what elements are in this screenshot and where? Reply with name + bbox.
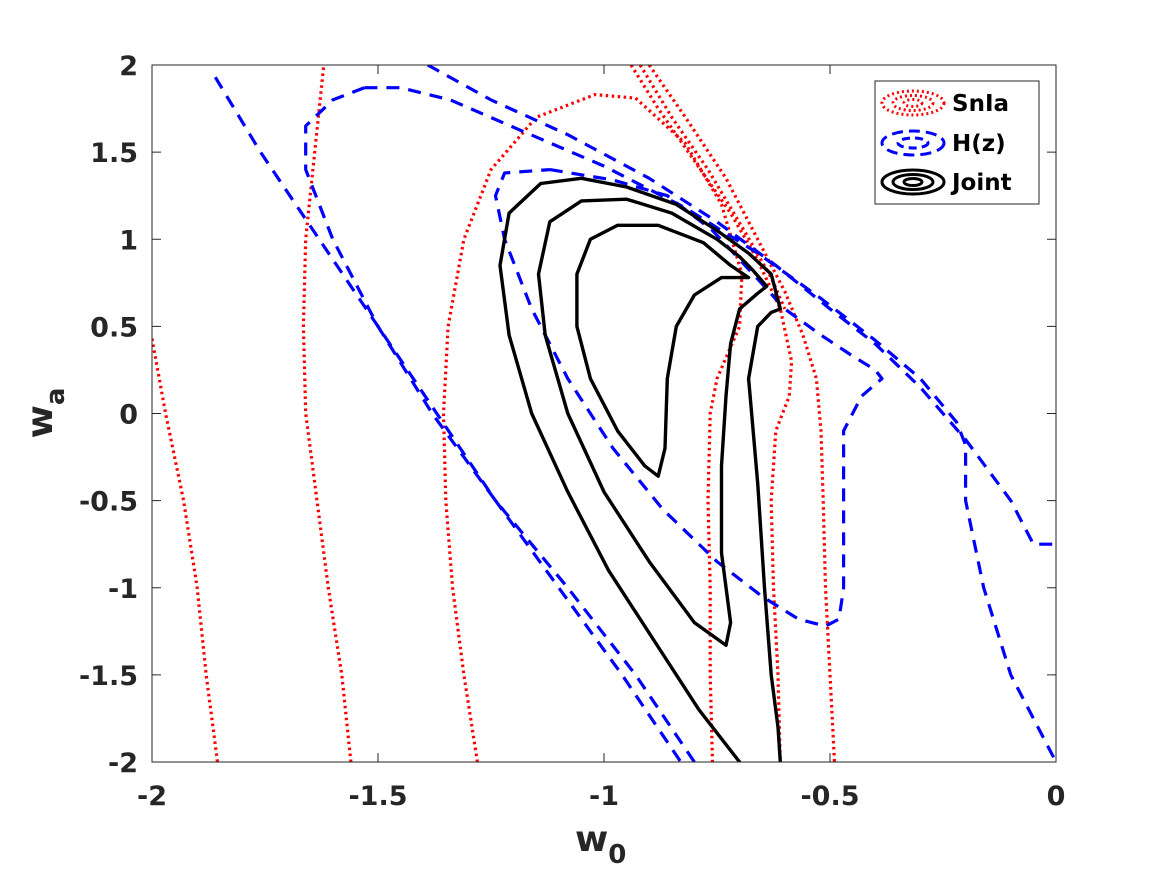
x-tick-label: -1 [589,781,619,812]
y-tick-label: 1.5 [90,138,138,169]
y-tick-label: -1 [108,574,138,605]
series-joint [498,176,782,762]
hz-contour-2 [426,65,1056,546]
hz-contour-1 [213,76,683,762]
legend-swatch-hz [880,129,946,157]
legend-label-snia: SnIa [952,91,1009,117]
x-tick-label: 0 [1047,781,1066,812]
joint-contour-3 [498,176,782,762]
x-tick-label: -1.5 [348,781,407,812]
y-axis-label-main: w [20,405,61,438]
legend-label-joint: Joint [950,170,1012,196]
y-tick-label: 0.5 [90,312,138,343]
svg-text:wa: wa [20,388,71,439]
y-tick-label: 1 [119,225,138,256]
y-axis-label: wa [20,388,71,439]
series-snia [152,65,837,762]
y-tick-label: -0.5 [79,487,138,518]
x-axis-label-main: w [575,819,608,860]
series-layer [152,65,1056,762]
joint-contour-1 [575,223,751,478]
y-tick-label: 0 [119,400,138,431]
y-tick-label: 2 [119,51,138,82]
legend-box [874,80,1040,205]
tick-layer: -2 -1.5 -1 -0.5 0 -2 -1.5 -1 -0.5 0 0.5 1 1.5 2 [79,51,1065,812]
legend-swatch-joint [880,168,946,196]
x-axis-label-sub: 0 [608,840,626,870]
snia-contour-2 [301,65,353,762]
svg-text:w0: w0 [575,819,626,870]
hz-contour-5 [304,86,696,762]
joint-contour-2 [536,197,769,647]
x-axis-label: w0 [575,819,626,870]
snia-contour-4 [629,65,794,762]
x-tick-label: -0.5 [800,781,859,812]
y-tick-label: -1.5 [79,661,138,692]
legend-label-hz: H(z) [952,131,1006,157]
hz-contour-4 [364,86,1056,762]
x-tick-label: -2 [137,781,167,812]
legend: SnIa H(z) Joint [874,80,1040,205]
y-axis-label-sub: a [41,388,71,406]
y-tick-label: -2 [108,748,138,779]
legend-swatch-snia [880,89,946,117]
snia-contour-1 [152,338,220,762]
